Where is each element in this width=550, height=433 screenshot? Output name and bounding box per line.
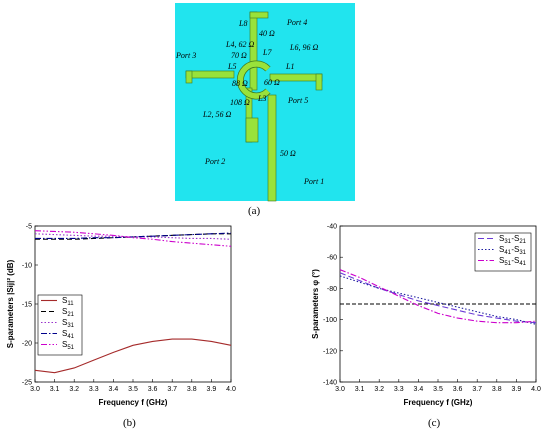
legend-label: S51 -S41 (499, 256, 527, 267)
legend-label: S31 (62, 318, 75, 329)
y-tick-label: -80 (327, 286, 337, 293)
x-tick-label: 3.5 (128, 386, 138, 393)
trace-port3-line (185, 70, 235, 79)
x-tick-label: 3.6 (453, 386, 463, 393)
x-tick-label: 3.2 (374, 386, 384, 393)
ylabel-b: S-parameters |Sij|² (dB) (6, 259, 15, 348)
label-z70: 70 Ω (231, 51, 247, 60)
trace-port4-line (249, 11, 258, 91)
legend-frame (37, 294, 83, 356)
x-tick-label: 3.8 (492, 386, 502, 393)
trace-port1-line (267, 94, 277, 202)
series-line-s31 (34, 233, 232, 240)
x-tick-label: 3.1 (50, 386, 60, 393)
label-l6: L6, 96 Ω (289, 43, 318, 52)
label-port4: Port 4 (286, 18, 307, 27)
y-tick-label: -100 (323, 317, 337, 324)
x-tick-label: 3.3 (89, 386, 99, 393)
x-tick-label: 3.9 (207, 386, 217, 393)
y-tick-label: -140 (323, 380, 337, 387)
label-l2: L2, 56 Ω (202, 110, 231, 119)
legend-label: S41 (62, 329, 75, 340)
label-z88: 88 Ω (232, 79, 248, 88)
label-port2: Port 2 (204, 157, 225, 166)
caption-c: (c) (428, 417, 441, 429)
label-l3: L3 (257, 94, 266, 103)
substrate-background (175, 3, 355, 201)
x-tick-label: 3.5 (433, 386, 443, 393)
label-l7: L7 (262, 48, 272, 57)
x-tick-label: 3.8 (187, 386, 197, 393)
label-port1: Port 1 (303, 177, 324, 186)
x-tick-label: 3.3 (394, 386, 404, 393)
legend-label: S11 (62, 296, 74, 307)
label-l5: L5 (227, 62, 236, 71)
x-tick-label: 4.0 (531, 386, 541, 393)
caption-a: (a) (248, 205, 261, 217)
x-tick-label: 3.4 (414, 386, 424, 393)
legend-label: S51 (62, 340, 75, 351)
legend-frame (474, 232, 532, 272)
x-tick-label: 3.0 (30, 386, 40, 393)
legend-label: S21 (62, 307, 75, 318)
x-tick-label: 3.2 (69, 386, 79, 393)
y-tick-label: -20 (22, 341, 32, 348)
label-z50: 50 Ω (280, 149, 296, 158)
x-tick-label: 3.4 (109, 386, 119, 393)
y-tick-label: -10 (22, 263, 32, 270)
y-tick-label: -5 (26, 224, 32, 231)
series-line-s11 (34, 338, 232, 374)
x-tick-label: 3.1 (355, 386, 365, 393)
y-tick-label: -60 (327, 255, 337, 262)
label-z60: 60 Ω (264, 78, 280, 87)
y-tick-label: -120 (323, 348, 337, 355)
label-l8: L8 (238, 19, 247, 28)
series-line-s41 (35, 232, 232, 240)
label-port5: Port 5 (287, 96, 308, 105)
legend-label: S41 -S31 (499, 245, 527, 256)
xlabel-b: Frequency f (GHz) (99, 398, 168, 407)
x-tick-label: 3.7 (167, 386, 177, 393)
trace-port2-stub (245, 117, 259, 143)
ylabel-c: S-parameters φ (°) (311, 269, 320, 339)
label-l4: L4, 62 Ω (225, 40, 254, 49)
y-tick-label: -40 (327, 224, 337, 231)
label-l1: L1 (285, 62, 294, 71)
xlabel-c: Frequency f (GHz) (404, 398, 473, 407)
label-z40: 40 Ω (259, 29, 275, 38)
x-tick-label: 3.7 (472, 386, 482, 393)
chart-c-phase: 3.0 3.1 3.2 3.3 3.4 3.5 3.6 3.7 3.8 3.9 4.0 -40 -60… (311, 224, 541, 408)
x-tick-label: 3.9 (512, 386, 522, 393)
series-line-s51 (34, 230, 232, 247)
label-z108: 108 Ω (230, 98, 250, 107)
series-line-s41-s31 (339, 275, 537, 325)
circuit-layout: Port 4 Port 3 Port 5 Port 2 Port 1 L8 40… (175, 3, 355, 202)
trace-port4-stub (249, 11, 269, 19)
series-line-s51-s41 (339, 269, 537, 324)
legend-label: S31 -S21 (499, 234, 527, 245)
x-tick-label: 3.6 (148, 386, 158, 393)
x-tick-label: 4.0 (226, 386, 236, 393)
y-tick-label: -15 (22, 302, 32, 309)
label-port3: Port 3 (175, 51, 196, 60)
y-tick-label: -25 (22, 380, 32, 387)
trace-port3-stub (185, 70, 193, 84)
chart-b-magnitude: 3.0 3.1 3.2 3.3 3.4 3.5 3.6 3.7 3.8 3.9 4.0 -5 -10 -… (6, 224, 236, 408)
trace-port5-stub (315, 73, 323, 91)
x-tick-label: 3.0 (335, 386, 345, 393)
series-line-s31-s21 (339, 272, 537, 324)
caption-b: (b) (123, 417, 136, 429)
